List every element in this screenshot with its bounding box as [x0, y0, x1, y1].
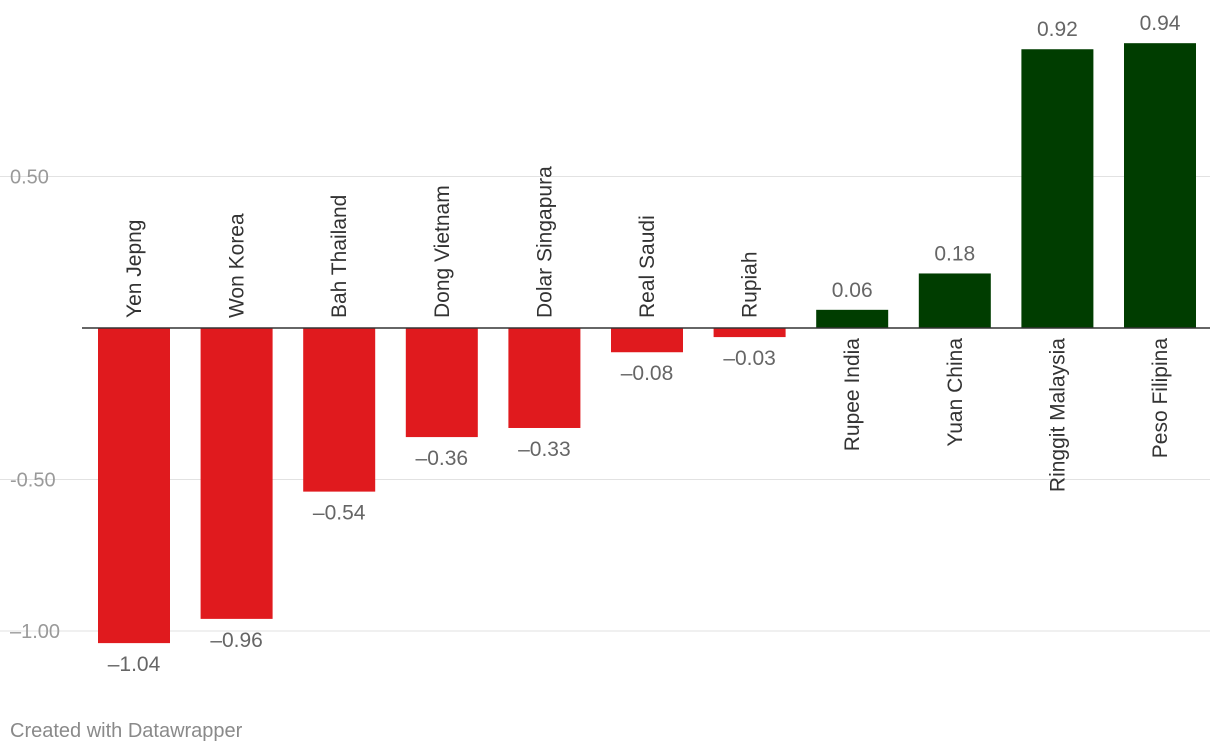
bar: [1124, 43, 1196, 329]
bar: [918, 273, 991, 328]
credit-text: Created with Datawrapper: [10, 720, 243, 742]
value-label: –0.33: [518, 438, 571, 461]
bar: [508, 328, 581, 428]
category-label: Dolar Singapura: [533, 166, 556, 318]
value-label: –0.08: [621, 362, 674, 385]
bar: [713, 328, 786, 338]
category-label: Peso Filipina: [1149, 338, 1172, 459]
value-label: –0.96: [210, 629, 263, 652]
value-label: 0.06: [832, 279, 873, 302]
bar: [816, 309, 889, 328]
y-tick-label: -0.50: [10, 470, 56, 492]
bar: [405, 328, 478, 438]
value-label: –0.03: [723, 347, 776, 370]
category-label: Won Korea: [226, 213, 249, 318]
category-label: Dong Vietnam: [431, 185, 454, 318]
bar: [611, 328, 683, 353]
category-label: Yuan China: [944, 338, 967, 447]
category-label: Ringgit Malaysia: [1046, 338, 1069, 492]
bar: [200, 328, 273, 619]
category-label: Rupiah: [739, 251, 762, 318]
category-label: Yen Jepng: [123, 220, 146, 319]
value-label: 0.92: [1037, 18, 1078, 41]
category-label: Bah Thailand: [328, 195, 351, 318]
category-label: Rupee India: [841, 338, 864, 452]
bar: [303, 328, 376, 492]
bar: [98, 328, 170, 644]
value-label: –1.04: [108, 653, 161, 676]
value-label: 0.18: [934, 242, 975, 265]
y-tick-label: –1.00: [10, 621, 60, 643]
value-label: 0.94: [1140, 12, 1181, 35]
bar: [1021, 49, 1094, 329]
category-label: Real Saudi: [636, 215, 659, 318]
value-label: –0.36: [416, 447, 469, 470]
value-label: –0.54: [313, 502, 366, 525]
y-tick-label: 0.50: [10, 167, 49, 189]
